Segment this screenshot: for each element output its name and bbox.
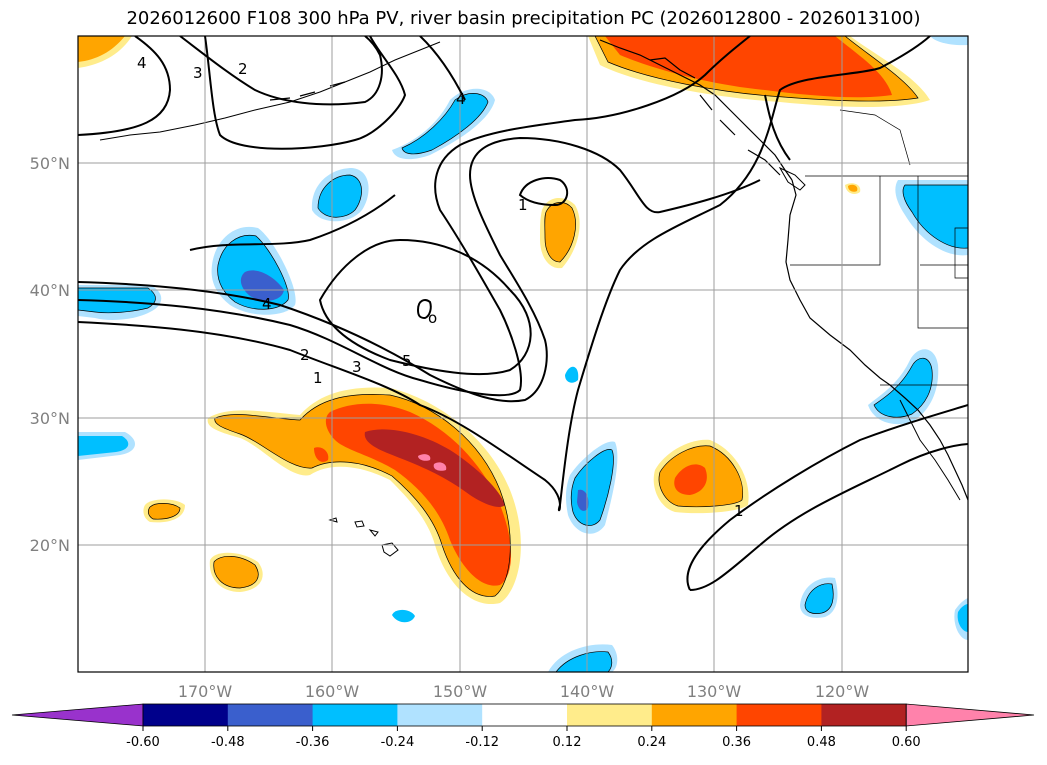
lon-label-130w: 130°W bbox=[687, 682, 742, 701]
pv-contour-4-north bbox=[419, 36, 466, 101]
pv-label-3-nw: 3 bbox=[193, 64, 203, 82]
pv-contour-3-nw bbox=[179, 36, 383, 106]
colorbar-tick-label: 0.12 bbox=[553, 735, 582, 750]
colorbar-cell bbox=[227, 704, 314, 726]
lon-label-140w: 140°W bbox=[560, 682, 615, 701]
colorbar: -0.60 -0.48 -0.36 -0.24 -0.12 0.12 0.24 0.36 0.4… bbox=[11, 703, 1035, 750]
pv-contour-west-closed bbox=[189, 194, 396, 251]
colorbar-cell bbox=[821, 704, 907, 726]
plot-area: 4 3 2 4 1 4 2 3 5 1 1 o bbox=[78, 36, 968, 672]
pv-contour-3-main bbox=[78, 136, 761, 403]
colorbar-cell bbox=[397, 704, 483, 726]
pv-contour-5-main bbox=[318, 238, 532, 376]
colorbar-tick-label: 0.60 bbox=[892, 735, 921, 750]
lat-label-20n: 20°N bbox=[30, 536, 70, 555]
colorbar-tick-label: -0.12 bbox=[465, 735, 499, 750]
pv-label-2-main: 2 bbox=[300, 346, 310, 364]
colorbar-tick-label: 0.24 bbox=[637, 735, 666, 750]
pv-label-4-west: 4 bbox=[262, 295, 272, 313]
colorbar-tick-label: 0.36 bbox=[722, 735, 751, 750]
pv-contour-2-main bbox=[78, 36, 751, 397]
pv-contour-1-south bbox=[686, 404, 968, 591]
gridlines bbox=[78, 36, 968, 672]
pv-label-3-main: 3 bbox=[352, 358, 362, 376]
lon-label-120w: 120°W bbox=[815, 682, 870, 701]
lat-label-50n: 50°N bbox=[30, 154, 70, 173]
plot-frame bbox=[77, 35, 969, 673]
pv-contour-2-nw bbox=[204, 36, 407, 150]
pv-label-1-south: 1 bbox=[734, 502, 744, 520]
colorbar-cell bbox=[651, 704, 738, 726]
pv-contour-labels: 4 3 2 4 1 4 2 3 5 1 1 o bbox=[137, 54, 744, 520]
lon-label-170w: 170°W bbox=[178, 682, 233, 701]
colorbar-extend-min bbox=[11, 703, 144, 727]
lat-label-30n: 30°N bbox=[30, 409, 70, 428]
coastlines bbox=[99, 39, 968, 501]
colorbar-tick-label: -0.24 bbox=[381, 735, 415, 750]
lat-label-40n: 40°N bbox=[30, 281, 70, 300]
pv-contour-4-nw bbox=[78, 36, 172, 136]
colorbar-tick-label: -0.36 bbox=[296, 735, 330, 750]
shade-outlines bbox=[78, 36, 968, 672]
colorbar-cell bbox=[482, 704, 568, 726]
pv-contour-1-main bbox=[78, 36, 931, 512]
colorbar-tick-label: -0.60 bbox=[126, 735, 160, 750]
map-title: 2026012600 F108 300 hPa PV, river basin … bbox=[126, 8, 921, 29]
lat-labels: 20°N 30°N 40°N 50°N bbox=[30, 154, 70, 555]
hawaii bbox=[328, 517, 399, 557]
colorbar-tick-label: -0.48 bbox=[211, 735, 245, 750]
lon-labels: 170°W 160°W 150°W 140°W 130°W 120°W bbox=[178, 682, 870, 701]
pv-label-4-nw: 4 bbox=[137, 54, 147, 72]
colorbar-cell bbox=[736, 704, 822, 726]
pv-label-1-small: 1 bbox=[518, 196, 528, 214]
colorbar-extend-max bbox=[905, 703, 1035, 727]
lon-label-160w: 160°W bbox=[305, 682, 360, 701]
colorbar-tick-label: 0.48 bbox=[807, 735, 836, 750]
pv-label-1-main: 1 bbox=[313, 369, 323, 387]
pv-small-feature bbox=[416, 299, 432, 320]
pv-label-4-north: 4 bbox=[456, 90, 466, 108]
colorbar-frame bbox=[142, 703, 907, 727]
precip-shading bbox=[78, 36, 968, 672]
colorbar-cell bbox=[143, 704, 229, 726]
pv-label-5-main: 5 bbox=[402, 352, 412, 370]
lon-label-150w: 150°W bbox=[433, 682, 488, 701]
colorbar-cell bbox=[567, 704, 653, 726]
pv-contour-1-small bbox=[518, 177, 569, 207]
pv-label-2-nw: 2 bbox=[238, 60, 248, 78]
borders bbox=[790, 109, 968, 386]
pv-contours bbox=[78, 36, 968, 591]
colorbar-cell bbox=[312, 704, 398, 726]
pv-label-o: o bbox=[428, 309, 437, 327]
